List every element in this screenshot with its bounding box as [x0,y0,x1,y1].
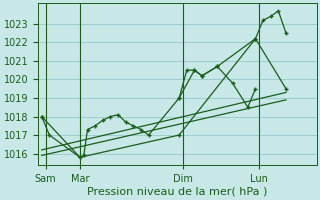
X-axis label: Pression niveau de la mer( hPa ): Pression niveau de la mer( hPa ) [87,187,268,197]
